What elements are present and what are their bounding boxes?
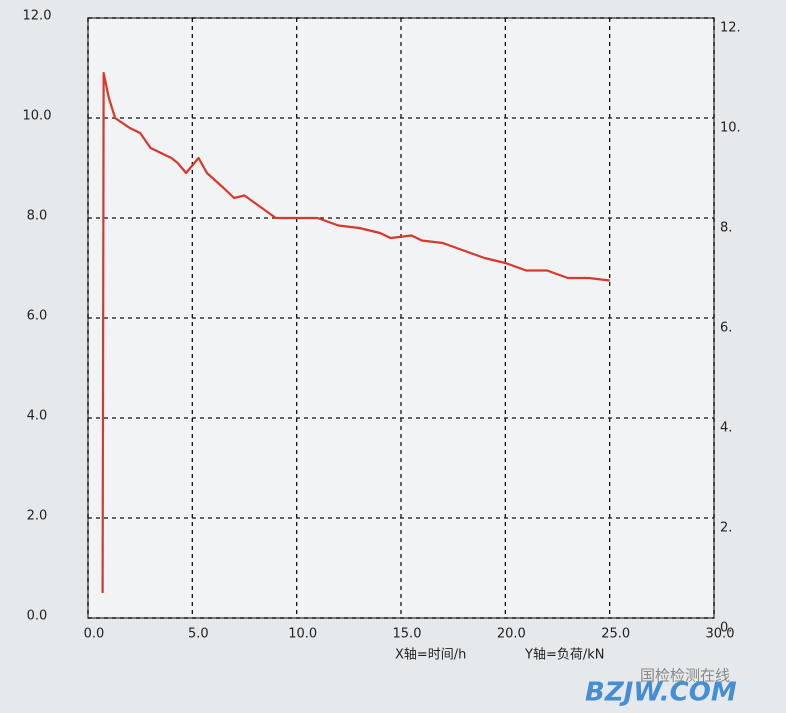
- y-tick-label: 12.0: [23, 9, 52, 24]
- watermark-source: 国检检测在线: [640, 667, 730, 685]
- watermark-site: BZJW.COM: [585, 678, 737, 708]
- y2-tick-label: 2.: [720, 521, 732, 536]
- x-tick-label: 15.0: [393, 627, 422, 642]
- x-tick-label: 0.0: [84, 627, 105, 642]
- y-tick-label: 0.0: [27, 609, 48, 624]
- y2-tick-label: 8.: [720, 221, 732, 236]
- x-tick-label: 5.0: [188, 627, 209, 642]
- y2-tick-label: 10.: [720, 121, 741, 136]
- x-tick-label: 20.0: [497, 627, 526, 642]
- y2-tick-label: 4.: [720, 421, 732, 436]
- y-tick-label: 10.0: [23, 109, 52, 124]
- data-line: [101, 71, 610, 594]
- x-tick-label: 10.0: [288, 627, 317, 642]
- x-tick-label: 30.0: [706, 627, 735, 642]
- y2-tick-label: 12.: [720, 21, 741, 36]
- y2-tick-label: 0.: [720, 621, 732, 636]
- y2-tick-label: 6.: [720, 321, 732, 336]
- y-tick-label: 6.0: [27, 309, 48, 324]
- x-tick-label: 25.0: [601, 627, 630, 642]
- y-tick-label: 4.0: [27, 409, 48, 424]
- x-axis-label: X轴=时间/h: [395, 648, 466, 663]
- y-tick-label: 8.0: [27, 209, 48, 224]
- y-axis-label: Y轴=负荷/kN: [524, 648, 604, 663]
- y-tick-label: 2.0: [27, 509, 48, 524]
